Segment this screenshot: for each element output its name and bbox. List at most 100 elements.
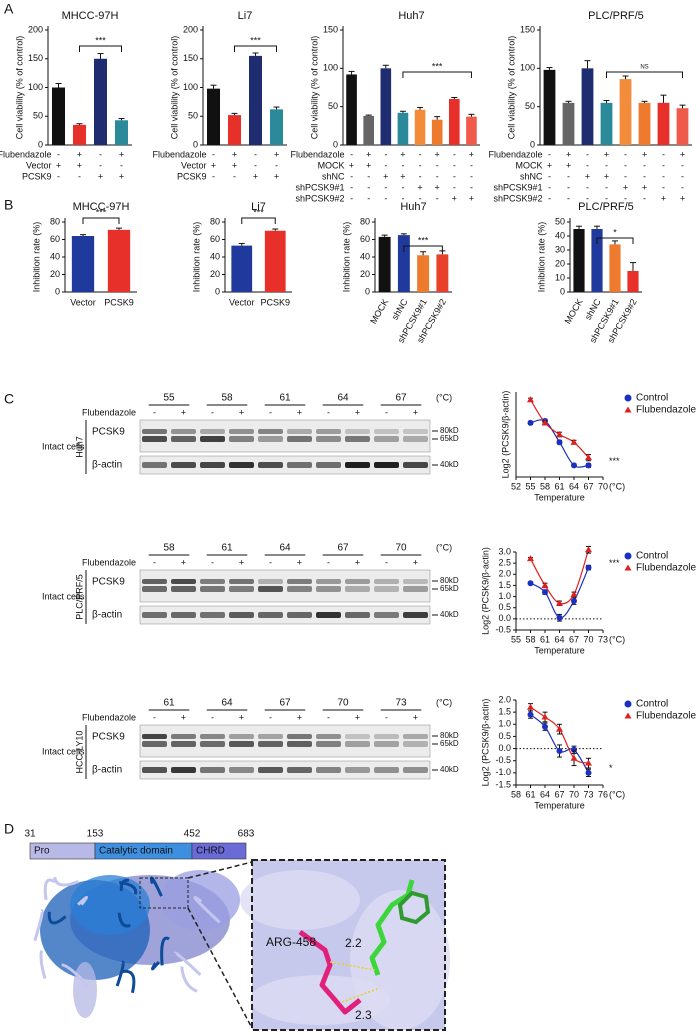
treatment-label: Flubendazole: [82, 557, 136, 567]
row-sign: -: [567, 171, 570, 181]
structure-strand: [39, 950, 47, 979]
y-tick-label: 0: [215, 286, 220, 296]
domain-name: Catalytic domain: [99, 846, 173, 857]
row-label: MOCK: [318, 160, 345, 170]
y-tick-label: 0.5: [498, 731, 511, 741]
blot-band: [287, 586, 312, 592]
bar: [114, 120, 129, 145]
x-tick-label: 73: [583, 789, 593, 799]
blot-band: [171, 436, 196, 442]
row-sign: +: [77, 160, 82, 170]
y-tick-label: 40: [360, 251, 370, 261]
protein-label: β-actin: [92, 765, 122, 776]
treatment-sign: -: [211, 407, 214, 417]
y-axis-label: Inhibition rate (%): [191, 222, 201, 293]
blot-band: [403, 734, 428, 739]
y-tick-label: 80: [360, 216, 370, 226]
row-sign: +: [253, 171, 258, 181]
structure-strand: [76, 895, 88, 906]
error-bar: [641, 100, 648, 103]
x-tick-label: 70: [569, 789, 579, 799]
y-axis-label: Inhibition rate (%): [31, 222, 41, 293]
error-bar: [622, 75, 629, 80]
x-tick-label: 55: [511, 634, 521, 644]
zoom-structure: [250, 975, 390, 1025]
chart-title: Huh7: [400, 201, 426, 213]
blot-band: [316, 586, 341, 592]
error-bar: [238, 242, 245, 246]
row-sign: -: [586, 193, 589, 203]
legend-swatch: [624, 394, 632, 402]
blot-band: [258, 734, 283, 739]
y-tick-label: 40: [210, 251, 220, 261]
error-bar: [272, 228, 279, 231]
row-sign: -: [662, 171, 665, 181]
point: [585, 454, 592, 461]
significance-bracket: [234, 45, 277, 52]
structure-strand: [43, 878, 56, 901]
row-label: shPCSK9#1: [296, 182, 345, 192]
y-tick-label: 0: [530, 139, 535, 149]
chart-title: Li7: [238, 10, 253, 22]
row-sign: -: [275, 160, 278, 170]
bar: [51, 87, 66, 145]
blot-band: [345, 586, 370, 592]
significance-bracket: [606, 71, 683, 78]
temperature-label: 64: [221, 698, 233, 709]
error-bar: [55, 82, 62, 88]
blot-band: [316, 767, 341, 773]
significance-label: NS: [640, 65, 648, 71]
x-axis-label: Temperature: [534, 645, 585, 655]
blot-band: [403, 579, 428, 584]
temperature-label: 58: [221, 393, 233, 404]
y-tick-label: 60: [210, 234, 220, 244]
blot-band: [142, 579, 167, 584]
y-axis-label: Log2 (PCSK9/β-actin): [500, 391, 510, 479]
y-tick-label: 150: [323, 24, 338, 34]
marker-label: 65kD: [440, 434, 459, 443]
treatment-label: Flubendazole: [82, 712, 136, 722]
domain-name: Pro: [34, 846, 50, 857]
x-tick-label: 58: [540, 481, 550, 491]
error-bar: [400, 233, 407, 236]
treatment-sign: +: [181, 712, 186, 722]
error-bar: [612, 240, 618, 245]
row-sign: +: [547, 160, 552, 170]
distance-label: 2.3: [355, 1008, 372, 1022]
x-tick-label: 64: [540, 789, 550, 799]
group-label: Intact cells: [42, 591, 85, 601]
row-sign: +: [435, 182, 440, 192]
x-tick-label: shNC: [390, 297, 410, 322]
y-tick-label: 0: [333, 139, 338, 149]
point: [585, 546, 592, 553]
blot-band: [258, 612, 283, 618]
error-bar: [417, 106, 424, 110]
y-tick-label: 3.0: [498, 546, 511, 556]
row-sign: +: [383, 171, 388, 181]
blot-band: [374, 579, 399, 584]
unit-label: (°C): [436, 542, 452, 552]
blot-band: [258, 436, 283, 442]
row-sign: -: [681, 160, 684, 170]
y-tick-label: -0.5: [495, 624, 511, 634]
treatment-label: Flubendazole: [82, 407, 136, 417]
significance-label: *: [609, 763, 613, 773]
row-sign: -: [401, 160, 404, 170]
fit-line: [530, 714, 590, 774]
y-tick-label: -0.5: [495, 755, 511, 765]
bar: [600, 102, 613, 145]
row-sign: +: [566, 160, 571, 170]
bar: [378, 236, 391, 292]
chart-title: Huh7: [398, 10, 424, 22]
row-sign: +: [98, 171, 103, 181]
treatment-sign: -: [153, 407, 156, 417]
zoom-line: [187, 861, 253, 879]
treatment-sign: +: [413, 712, 418, 722]
significance-label: ***: [609, 558, 620, 568]
blot-band: [287, 767, 312, 773]
chart-title: PLC/PRF/5: [588, 10, 644, 22]
blot-band: [403, 462, 428, 468]
temperature-label: 61: [279, 393, 291, 404]
treatment-sign: +: [181, 407, 186, 417]
row-sign: +: [469, 149, 474, 159]
